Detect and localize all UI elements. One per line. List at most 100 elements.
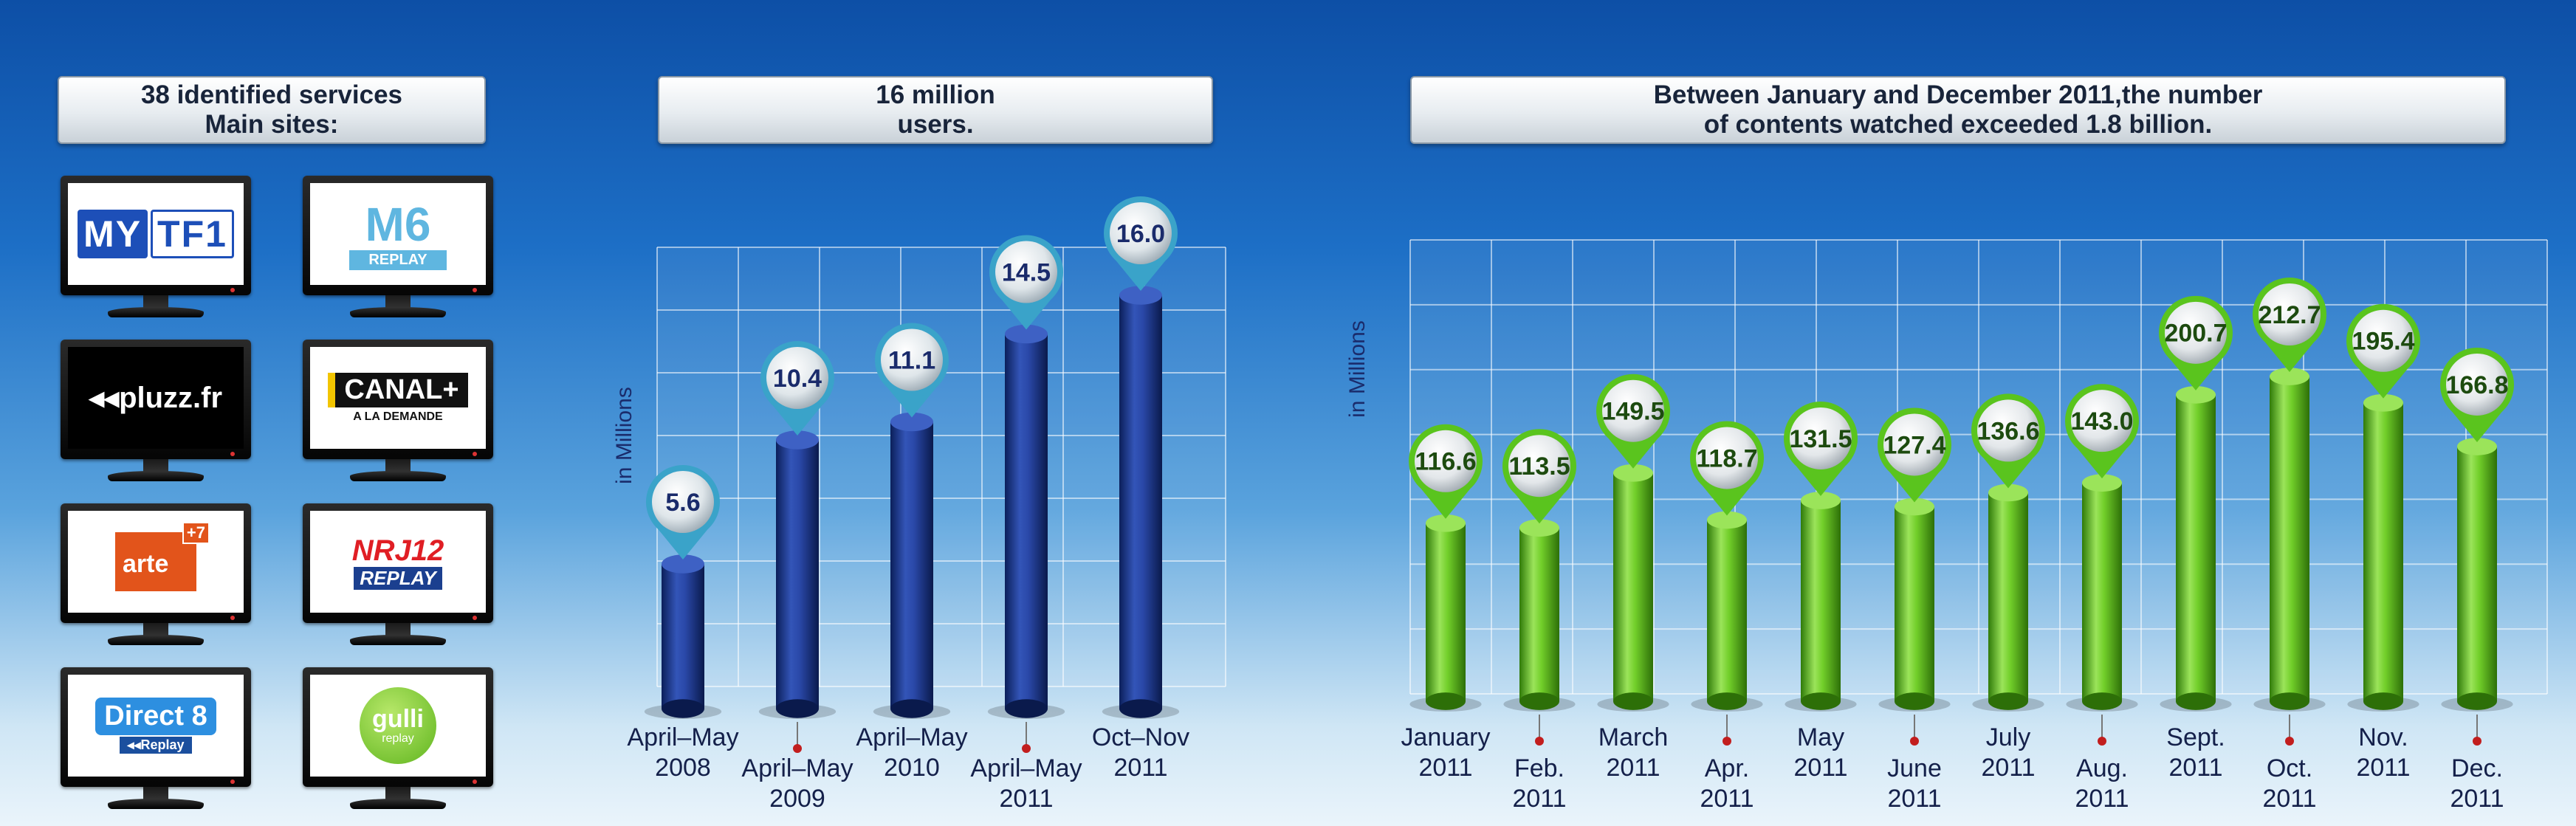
value-marker: 143.0 [2065, 384, 2139, 479]
bar [644, 554, 722, 719]
data-label: 136.6 [1976, 417, 2039, 445]
tick-label: Oct. [2267, 754, 2312, 782]
bar-base-cap [1613, 692, 1653, 710]
arte-logo: arte [123, 550, 169, 578]
services-title-line1: 38 identified services [140, 80, 403, 109]
bar-base-cap [1895, 692, 1934, 710]
bar-base-cap [2270, 692, 2309, 710]
data-label: 11.1 [888, 346, 935, 374]
direct8-logo: Direct 8 [95, 698, 216, 735]
bar-base-cap [776, 699, 819, 718]
tick-label: April–May [856, 723, 967, 751]
bar [2160, 385, 2232, 712]
value-marker: 16.0 [1104, 196, 1178, 291]
bar-body [776, 440, 819, 709]
tick-label: Nov. [2358, 723, 2408, 751]
contents-chart: in Millions 116.6 January 2011 113.5 Feb. 201… [1345, 239, 2548, 813]
marker-face [1415, 430, 1477, 492]
bar [1597, 464, 1669, 712]
bar-body [890, 421, 933, 709]
bar [2441, 438, 2513, 712]
tv-m6-replay: M6 REPLAY [303, 176, 493, 323]
value-marker: 149.5 [1596, 374, 1670, 469]
users-chart: in Millions 5.6 April–May 2008 10.4 April–Ma… [612, 196, 1226, 813]
mytf1-logo-tf1: TF1 [151, 210, 234, 258]
tick-label: June [1887, 754, 1942, 782]
tv-canal-plus: CANAL+ A LA DEMANDE [303, 340, 493, 487]
tick-label: Oct–Nov [1092, 723, 1189, 751]
bar-body [1988, 492, 2028, 701]
tick-label: July [1986, 723, 2030, 751]
tick-label: Apr. [1705, 754, 1749, 782]
data-label: 131.5 [1789, 425, 1852, 453]
contents-chart-bars: 116.6 January 2011 113.5 Feb. 2011 149.5 March 2… [1401, 278, 2514, 813]
tick-label: 2011 [1793, 754, 1847, 782]
arte-plus7-badge: +7 [182, 522, 210, 544]
tick-label: January [1401, 723, 1491, 751]
bar-top-cap [1988, 483, 2028, 502]
bar-body [662, 564, 704, 709]
label-leader-dot [1022, 744, 1031, 753]
data-label: 195.4 [2352, 328, 2414, 356]
data-label: 149.5 [1601, 398, 1664, 426]
value-marker: 5.6 [646, 465, 720, 560]
tv-pluzz: ◂◂pluzz.fr [61, 340, 251, 487]
bar-top-cap [2457, 438, 2497, 455]
tv-direct8: Direct 8 ◂◂Replay [61, 667, 251, 815]
mytf1-logo: MY TF1 [78, 210, 234, 258]
tick-label: 2011 [1887, 785, 1941, 813]
data-label: 212.7 [2258, 301, 2321, 329]
bar-top-cap [776, 430, 819, 450]
tick-label: Aug. [2076, 754, 2128, 782]
marker-face [1977, 399, 2039, 462]
m6-replay-label: REPLAY [349, 249, 447, 270]
tick-label: 2011 [1700, 785, 1754, 813]
contents-chart-ylabel: in Millions [1345, 320, 1370, 418]
bar-base-cap [1005, 699, 1048, 718]
tick-label: 2009 [769, 785, 825, 813]
bar-top-cap [1119, 286, 1162, 305]
bar-base-cap [2176, 692, 2216, 710]
data-label: 127.4 [1883, 431, 1945, 459]
bar-body [1707, 520, 1747, 701]
tick-label: 2011 [2356, 754, 2410, 782]
data-label: 113.5 [1508, 452, 1570, 481]
contents-panel-title: Between January and December 2011,the nu… [1410, 76, 2506, 144]
label-leader-dot [1723, 737, 1731, 746]
bar-body [2363, 402, 2403, 701]
bar-body [1613, 472, 1653, 701]
bar-top-cap [1613, 464, 1653, 482]
data-label: 200.7 [2164, 320, 2227, 348]
marker-face [881, 328, 943, 391]
value-marker: 131.5 [1784, 401, 1858, 496]
bar-body [1426, 523, 1466, 701]
tick-label: March [1598, 723, 1668, 751]
value-marker: 11.1 [875, 323, 949, 418]
bar [873, 412, 951, 719]
m6-logo: M6 [365, 197, 431, 251]
bar-base-cap [1988, 692, 2028, 710]
value-marker: 113.5 [1502, 429, 1576, 524]
bar-base-cap [2457, 692, 2497, 710]
bar [1878, 498, 1951, 712]
bar-top-cap [1895, 498, 1934, 516]
canal-plus-subtitle: A LA DEMANDE [353, 410, 443, 423]
direct8-replay-label: ◂◂Replay [120, 737, 192, 754]
bar-top-cap [1801, 492, 1841, 509]
bar [2066, 474, 2138, 712]
users-panel-title: 16 million users. [658, 76, 1213, 144]
bar-top-cap [1426, 514, 1466, 532]
tv-mytf1: MY TF1 [61, 176, 251, 323]
value-marker: 116.6 [1409, 424, 1483, 519]
bar-top-cap [2082, 474, 2122, 492]
bar-top-cap [1005, 324, 1048, 344]
label-leader-dot [1910, 737, 1919, 746]
nrj12-logo: NRJ12 [351, 534, 444, 567]
bar-base-cap [1707, 692, 1747, 710]
gulli-logo: gulli [372, 705, 424, 733]
marker-face [1790, 407, 1852, 469]
bar-body [2457, 446, 2497, 701]
bar-body [2176, 394, 2216, 701]
bar-base-cap [662, 699, 704, 718]
label-leader-dot [2473, 737, 2481, 746]
